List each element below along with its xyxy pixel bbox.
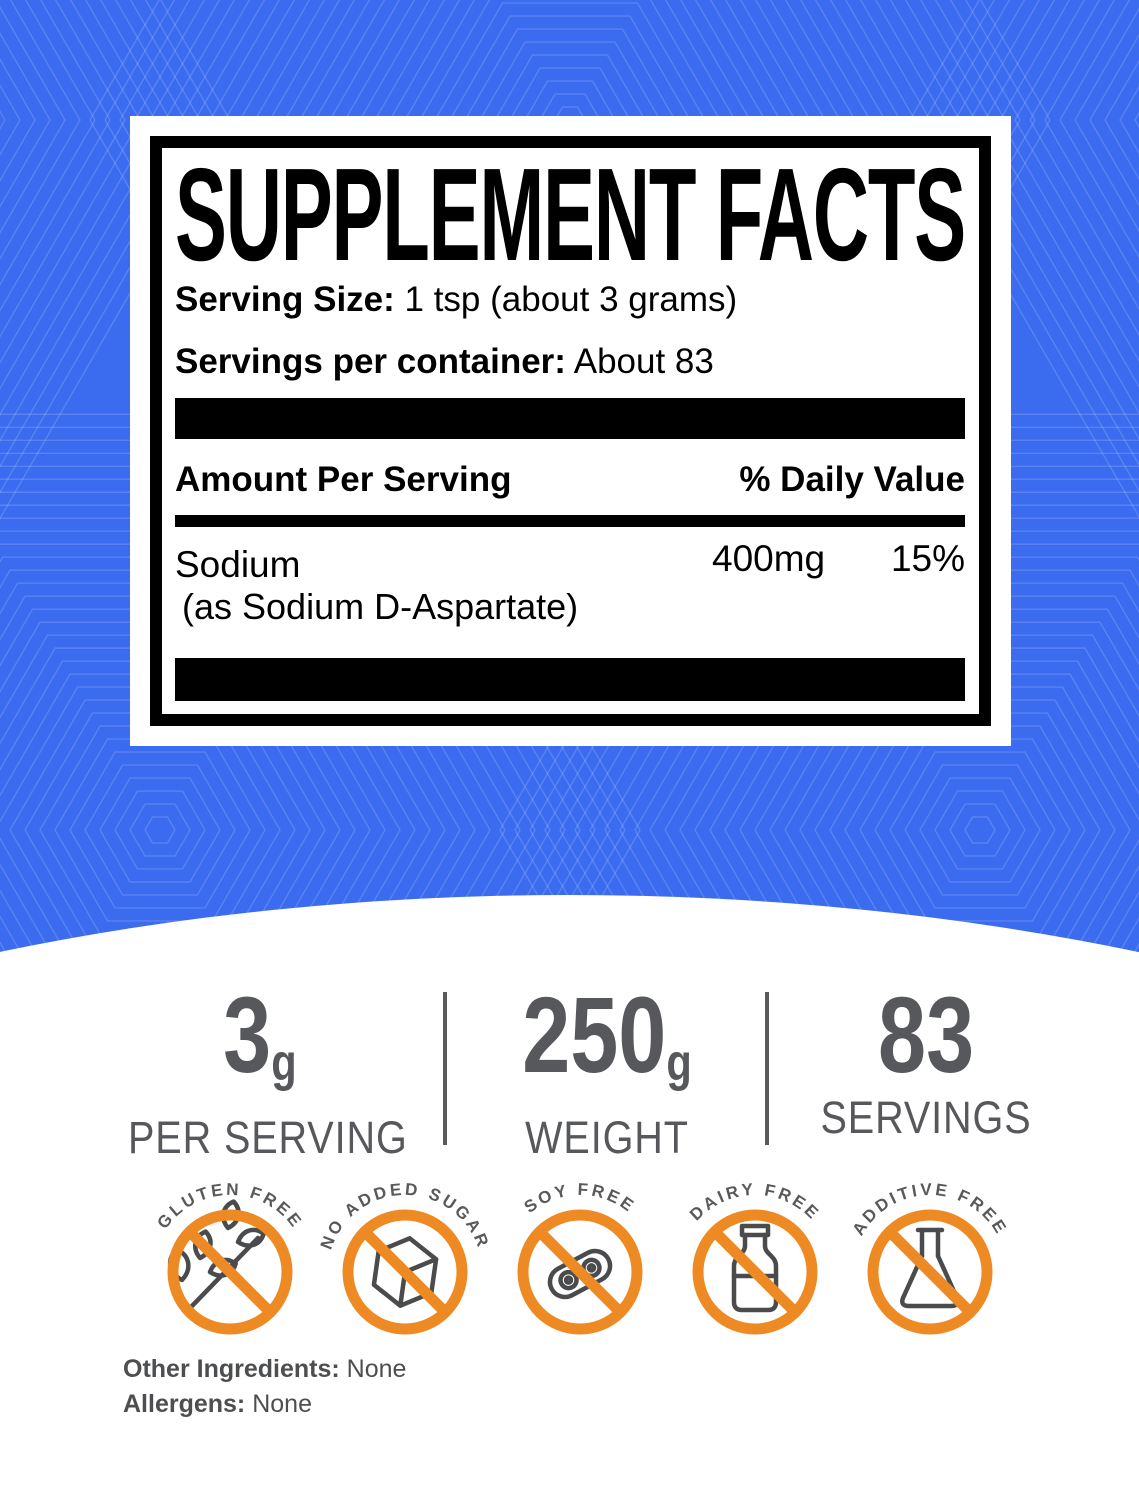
badge-additive-free: ADDITIVE FREE [849, 1180, 1008, 1335]
stat-value: 3 [223, 974, 272, 1095]
other-ingredients-line: Other Ingredients: None [123, 1352, 406, 1387]
stat-per-serving: 3g PER SERVING [110, 981, 410, 1163]
stat-divider [443, 992, 447, 1145]
prohibition-slash [536, 1228, 624, 1316]
facts-title-text: SUPPLEMENT FACTS [175, 160, 965, 270]
stat-divider [765, 992, 769, 1145]
prohibition-circle [342, 1209, 468, 1335]
allergens-line: Allergens: None [123, 1387, 406, 1422]
facts-header-row: Amount Per Serving % Daily Value [175, 460, 965, 500]
stat-value: 250 [522, 974, 667, 1095]
servings-per-container-label: Servings per container: [175, 342, 566, 381]
allergens-value: None [245, 1390, 312, 1418]
stat-value: 83 [877, 974, 975, 1095]
prohibition-slash [361, 1228, 449, 1316]
servings-per-container-line: Servings per container: About 83 [175, 342, 965, 382]
prohibition-slash [711, 1228, 799, 1316]
curved-white-section [0, 895, 1139, 1500]
stat-weight: 250g WEIGHT [457, 981, 757, 1163]
prohibition-circle [867, 1209, 993, 1335]
stat-unit: g [271, 1034, 297, 1092]
divider-bar-bottom [175, 658, 965, 701]
prohibition-slash [186, 1228, 274, 1316]
divider-bar-top [175, 398, 965, 439]
prohibition-circle [167, 1209, 293, 1335]
stat-label: SERVINGS [820, 1092, 1032, 1143]
nutrient-row-sodium: Sodium 400mg 15% [175, 538, 965, 588]
allergens-label: Allergens: [123, 1390, 246, 1418]
stat-label: WEIGHT [525, 1112, 689, 1163]
stat-label: PER SERVING [128, 1112, 408, 1163]
other-ingredients-value: None [339, 1355, 407, 1383]
serving-size-line: Serving Size: 1 tsp (about 3 grams) [175, 280, 965, 320]
serving-size-value: 1 tsp (about 3 grams) [394, 280, 738, 319]
stats-row: 3g PER SERVING 250g WEIGHT 83 SERVINGS [0, 981, 1139, 1161]
serving-size-label: Serving Size: [175, 280, 395, 319]
nutrient-detail: (as Sodium D-Aspartate) [182, 586, 579, 627]
facts-title: SUPPLEMENT FACTS [175, 160, 965, 270]
badge-gluten-free: GLUTEN FREE [153, 1180, 304, 1335]
stat-number: 3g [223, 981, 296, 1105]
daily-value-header: % Daily Value [739, 460, 965, 499]
nutrient-name: Sodium [175, 544, 301, 585]
nutrient-daily-value: 15% [890, 538, 965, 579]
supplement-facts-panel: SUPPLEMENT FACTS Serving Size: 1 tsp (ab… [130, 116, 1011, 746]
prohibition-slash [886, 1228, 974, 1316]
footer-notes: Other Ingredients: None Allergens: None [123, 1352, 406, 1422]
facts-border [150, 136, 991, 726]
prohibition-circle [517, 1209, 643, 1335]
stat-servings: 83 SERVINGS [776, 981, 1076, 1143]
divider-bar-thin [175, 515, 965, 527]
other-ingredients-label: Other Ingredients: [123, 1355, 340, 1383]
servings-per-container-value: About 83 [565, 342, 714, 381]
prohibition-circle [692, 1209, 818, 1335]
stat-number: 83 [878, 981, 974, 1089]
amount-per-serving-header: Amount Per Serving [175, 460, 512, 499]
badge-no-added-sugar: NO ADDED SUGAR [317, 1180, 490, 1335]
badge-soy-free: SOY FREE [517, 1180, 643, 1335]
nutrient-amount: 400mg [712, 538, 826, 579]
badge-dairy-free: DAIRY FREE [686, 1180, 821, 1335]
stat-number: 250g [522, 981, 692, 1105]
stat-unit: g [666, 1034, 692, 1092]
